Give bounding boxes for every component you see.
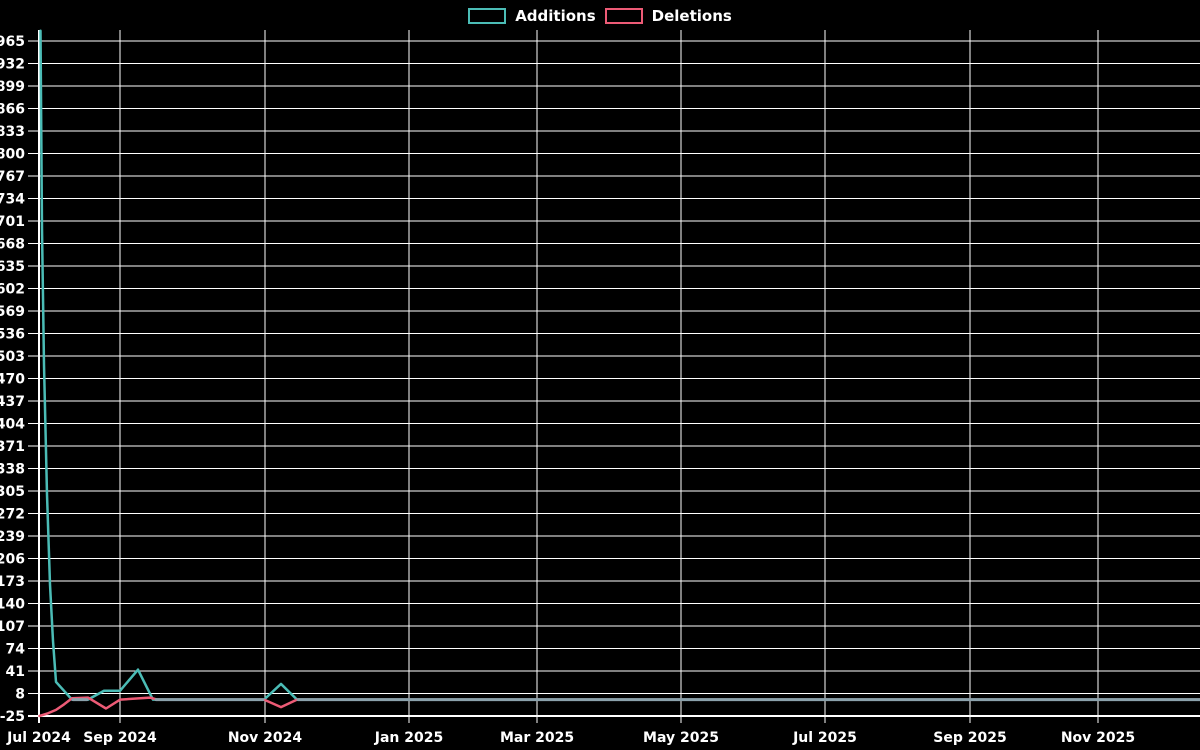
legend-item-additions[interactable]: Additions bbox=[468, 7, 596, 25]
y-tick-label: 41 bbox=[6, 664, 25, 680]
y-tick-label: 239 bbox=[0, 529, 25, 545]
series-line-deletions bbox=[38, 696, 1200, 718]
y-tick-label: 536 bbox=[0, 327, 25, 343]
y-tick-label: 107 bbox=[0, 619, 25, 635]
y-tick-label: 965 bbox=[0, 34, 25, 50]
y-tick-label: 371 bbox=[0, 439, 25, 455]
y-tick-label: 74 bbox=[6, 642, 26, 658]
y-tick-label: 503 bbox=[0, 349, 25, 365]
legend-item-deletions[interactable]: Deletions bbox=[604, 7, 732, 25]
y-tick-label: 8 bbox=[15, 687, 25, 703]
y-tick-label: 602 bbox=[0, 282, 25, 298]
x-tick-label: Sep 2025 bbox=[933, 730, 1006, 746]
y-tick-label: 932 bbox=[0, 57, 25, 73]
y-tick-label: 833 bbox=[0, 124, 25, 140]
x-tick-label: Sep 2024 bbox=[83, 730, 157, 746]
x-tick-label: Jul 2025 bbox=[792, 730, 857, 746]
y-tick-label: 305 bbox=[0, 484, 25, 500]
x-tick-label: May 2025 bbox=[643, 730, 719, 746]
y-tick-label: 437 bbox=[0, 394, 25, 410]
y-tick-label: 470 bbox=[0, 372, 25, 388]
y-tick-label: 800 bbox=[0, 147, 25, 163]
x-tick-label: Mar 2025 bbox=[500, 730, 574, 746]
y-tick-label: 635 bbox=[0, 259, 25, 275]
legend-label: Deletions bbox=[651, 7, 732, 25]
y-tick-label: 272 bbox=[0, 507, 25, 523]
y-tick-label: 734 bbox=[0, 192, 25, 208]
y-tick-label: 338 bbox=[0, 462, 25, 478]
y-tick-label: -25 bbox=[0, 709, 25, 725]
x-tick-label: Nov 2025 bbox=[1061, 730, 1135, 746]
x-tick-label: Jul 2024 bbox=[6, 730, 71, 746]
y-tick-label: 899 bbox=[0, 79, 25, 95]
legend-swatch-additions bbox=[468, 8, 507, 24]
chart-legend: Additions Deletions bbox=[0, 8, 1200, 24]
y-tick-label: 701 bbox=[0, 214, 25, 230]
y-tick-label: 206 bbox=[0, 552, 25, 568]
y-tick-label: 668 bbox=[0, 237, 25, 253]
y-tick-label: 866 bbox=[0, 102, 25, 118]
y-tick-label: 767 bbox=[0, 169, 25, 185]
legend-swatch-deletions bbox=[604, 8, 643, 24]
y-tick-label: 173 bbox=[0, 574, 25, 590]
x-tick-label: Nov 2024 bbox=[228, 730, 303, 746]
y-tick-label: 569 bbox=[0, 304, 25, 320]
y-tick-label: 404 bbox=[0, 417, 25, 433]
x-tick-label: Jan 2025 bbox=[374, 730, 443, 746]
legend-label: Additions bbox=[515, 7, 596, 25]
y-tick-label: 140 bbox=[0, 597, 25, 613]
